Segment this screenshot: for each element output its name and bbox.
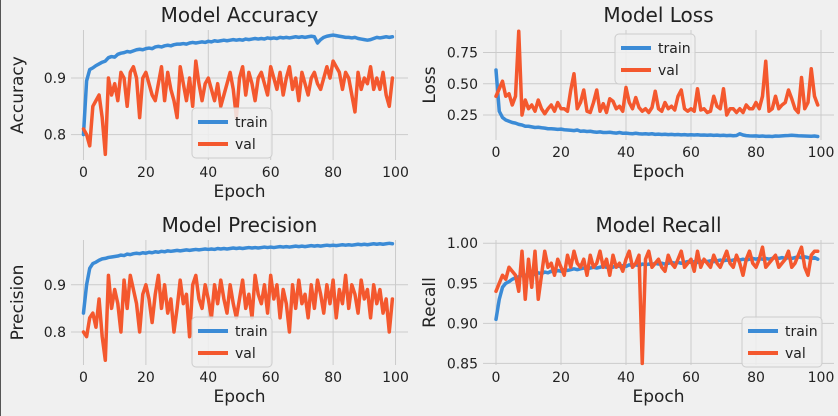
x-tick-label: 100 [808, 370, 835, 386]
chart-recall: 0 20 40 60 80 100 0.85 0.90 0.95 1.00 Model Recall… [420, 213, 834, 407]
y-tick-label: 0.9 [44, 278, 66, 294]
chart-accuracy: 0 20 40 60 80 100 0.8 0.9 Model Accuracy Epoch Acc… [8, 3, 409, 202]
x-tick-label: 0 [79, 370, 88, 386]
x-tick-label: 20 [552, 370, 570, 386]
x-tick-label: 80 [747, 370, 765, 386]
x-tick-label: 0 [79, 165, 88, 181]
y-axis-label: Precision [8, 265, 28, 341]
y-tick-label: 0.85 [447, 356, 478, 372]
y-tick-label: 0.25 [447, 108, 478, 124]
x-tick-label: 40 [617, 145, 635, 161]
x-tick-label: 60 [682, 370, 700, 386]
chart-title: Model Precision [162, 213, 318, 237]
series-line-train [81, 33, 395, 137]
legend: train val [191, 107, 273, 159]
y-tick-label: 0.50 [447, 77, 478, 93]
y-tick-label: 0.95 [447, 276, 478, 292]
x-tick-label: 40 [199, 165, 217, 181]
chart-loss: 0 20 40 60 80 100 0.25 0.50 0.75 Model Loss Epoch L… [420, 3, 834, 182]
legend-label-val: val [235, 137, 256, 153]
y-tick-label: 0.8 [44, 325, 66, 341]
x-tick-label: 100 [382, 165, 409, 181]
x-axis-label: Epoch [632, 162, 684, 182]
y-tick-label: 0.9 [44, 71, 66, 87]
legend: train val [614, 33, 696, 85]
legend: train val [741, 316, 823, 368]
x-tick-label: 20 [137, 370, 155, 386]
series-line-train [81, 241, 395, 315]
series-line-train [494, 68, 820, 139]
x-tick-label: 20 [552, 145, 570, 161]
x-tick-label: 0 [492, 370, 501, 386]
x-tick-label: 80 [324, 370, 342, 386]
y-axis-label: Accuracy [8, 56, 28, 134]
legend-label-train: train [785, 324, 818, 340]
y-axis-label: Recall [420, 277, 440, 328]
chart-title: Model Accuracy [161, 3, 319, 27]
legend: train val [191, 316, 273, 368]
series-line-val [494, 245, 820, 366]
x-tick-label: 100 [382, 370, 409, 386]
x-tick-label: 60 [682, 145, 700, 161]
legend-label-train: train [235, 324, 268, 340]
legend-label-val: val [235, 346, 256, 362]
x-tick-label: 0 [492, 145, 501, 161]
x-tick-label: 80 [747, 145, 765, 161]
x-tick-label: 60 [262, 370, 280, 386]
y-axis-label: Loss [420, 66, 440, 103]
chart-title: Model Recall [595, 213, 721, 237]
x-tick-label: 80 [324, 165, 342, 181]
y-tick-label: 0.8 [44, 128, 66, 144]
x-tick-label: 40 [617, 370, 635, 386]
x-tick-label: 20 [137, 165, 155, 181]
x-tick-label: 40 [199, 370, 217, 386]
x-axis-label: Epoch [213, 387, 265, 407]
y-tick-label: 1.00 [447, 236, 478, 252]
x-axis-label: Epoch [213, 182, 265, 202]
series-line-val [81, 273, 395, 363]
legend-label-val: val [658, 63, 679, 79]
x-axis-label: Epoch [632, 387, 684, 407]
y-tick-label: 0.90 [447, 316, 478, 332]
y-tick-label: 0.75 [447, 46, 478, 62]
legend-label-train: train [235, 115, 268, 131]
legend-label-val: val [785, 346, 806, 362]
series-line-val [494, 29, 820, 117]
x-tick-label: 60 [262, 165, 280, 181]
x-tick-label: 100 [808, 145, 835, 161]
series-line-val [81, 59, 395, 157]
chart-title: Model Loss [603, 3, 713, 27]
chart-precision: 0 20 40 60 80 100 0.8 0.9 Model Precision Epoch Pr… [8, 213, 409, 407]
legend-label-train: train [658, 41, 691, 57]
